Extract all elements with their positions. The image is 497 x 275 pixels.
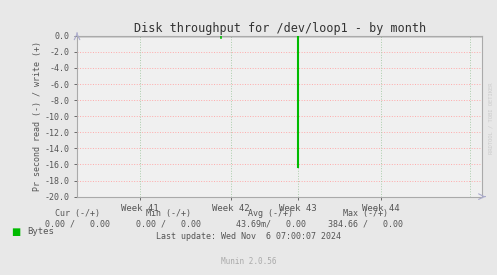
Text: Cur (-/+): Cur (-/+) <box>55 209 99 218</box>
Text: Munin 2.0.56: Munin 2.0.56 <box>221 257 276 266</box>
Text: Avg (-/+): Avg (-/+) <box>248 209 293 218</box>
Text: 384.66 /   0.00: 384.66 / 0.00 <box>328 220 403 229</box>
Text: 43.69m/   0.00: 43.69m/ 0.00 <box>236 220 306 229</box>
Text: Min (-/+): Min (-/+) <box>147 209 191 218</box>
Text: Last update: Wed Nov  6 07:00:07 2024: Last update: Wed Nov 6 07:00:07 2024 <box>156 232 341 241</box>
Text: ■: ■ <box>11 227 20 237</box>
Text: 0.00 /   0.00: 0.00 / 0.00 <box>45 220 109 229</box>
Text: 0.00 /   0.00: 0.00 / 0.00 <box>137 220 201 229</box>
Y-axis label: Pr second read (-) / write (+): Pr second read (-) / write (+) <box>33 41 42 191</box>
Text: Bytes: Bytes <box>27 227 54 236</box>
Text: RRDTOOL / TOBI OETIKER: RRDTOOL / TOBI OETIKER <box>489 82 494 154</box>
Title: Disk throughput for /dev/loop1 - by month: Disk throughput for /dev/loop1 - by mont… <box>134 21 425 35</box>
Text: Max (-/+): Max (-/+) <box>343 209 388 218</box>
